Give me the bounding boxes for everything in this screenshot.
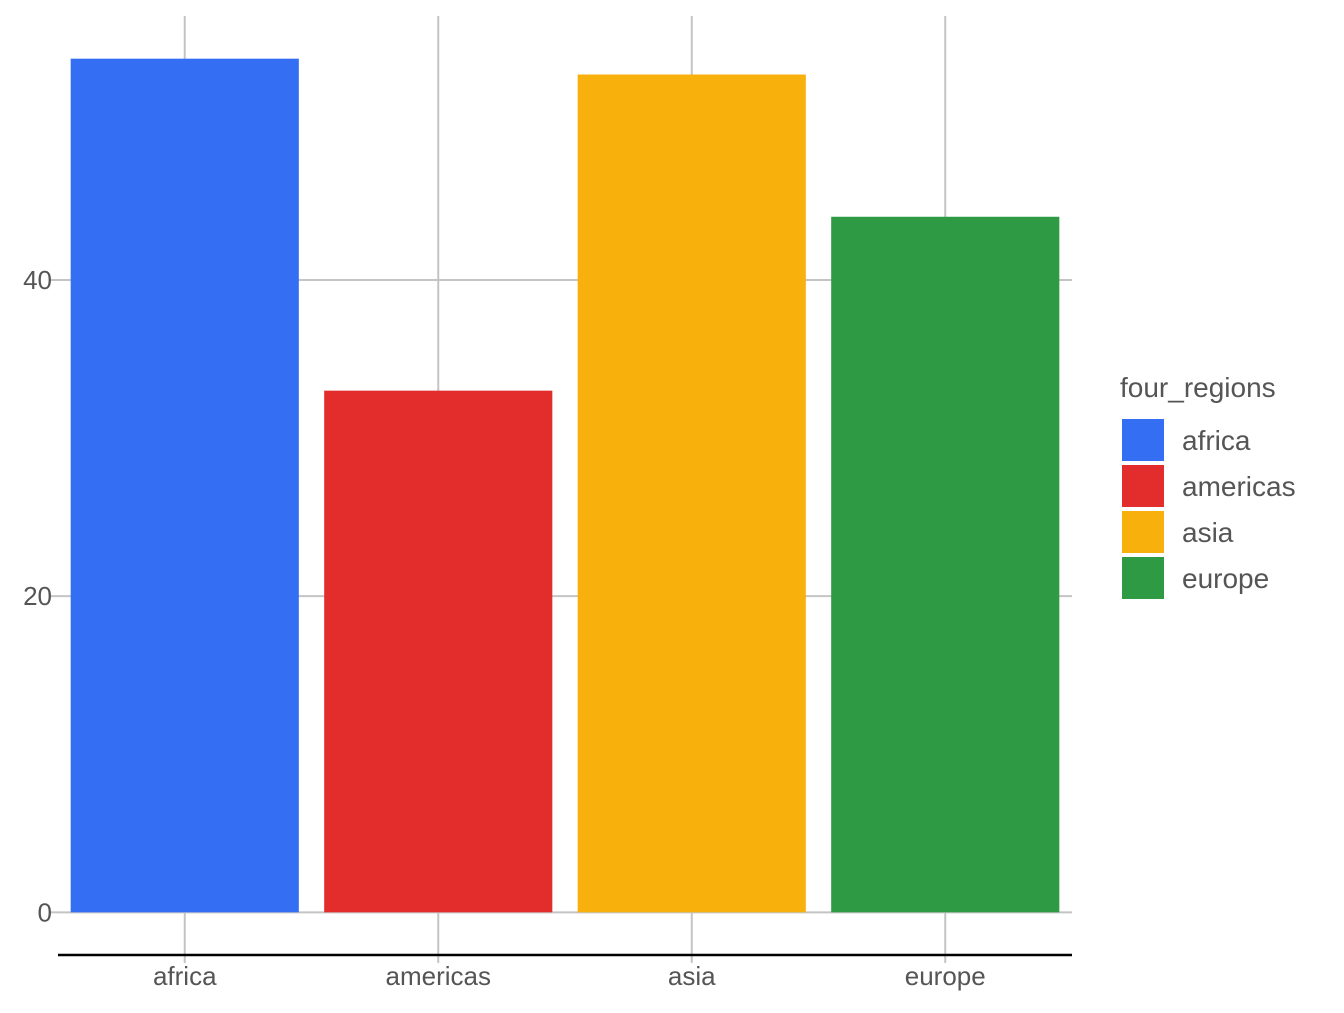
y-tick-label: 40 [23, 265, 52, 295]
bar-americas [324, 390, 553, 913]
bar-asia [577, 74, 806, 913]
x-tick-label: asia [668, 961, 716, 991]
bar-europe [831, 216, 1060, 913]
legend: four_regions africa americas asia europe [1120, 372, 1296, 599]
bar-africa [70, 58, 299, 913]
y-tick-label: 20 [23, 581, 52, 611]
legend-label: asia [1182, 517, 1234, 548]
axes: 0 20 40 africa americas asia europe [23, 265, 1072, 991]
legend-swatch-europe [1122, 557, 1164, 599]
legend-swatch-africa [1122, 419, 1164, 461]
legend-label: americas [1182, 471, 1296, 502]
legend-label: europe [1182, 563, 1269, 594]
y-tick-label: 0 [38, 897, 52, 927]
x-tick-label: europe [905, 961, 986, 991]
legend-title: four_regions [1120, 372, 1276, 403]
legend-swatch-americas [1122, 465, 1164, 507]
x-tick-label: americas [386, 961, 491, 991]
legend-swatch-asia [1122, 511, 1164, 553]
legend-label: africa [1182, 425, 1251, 456]
bars [70, 58, 1060, 913]
x-tick-label: africa [153, 961, 217, 991]
